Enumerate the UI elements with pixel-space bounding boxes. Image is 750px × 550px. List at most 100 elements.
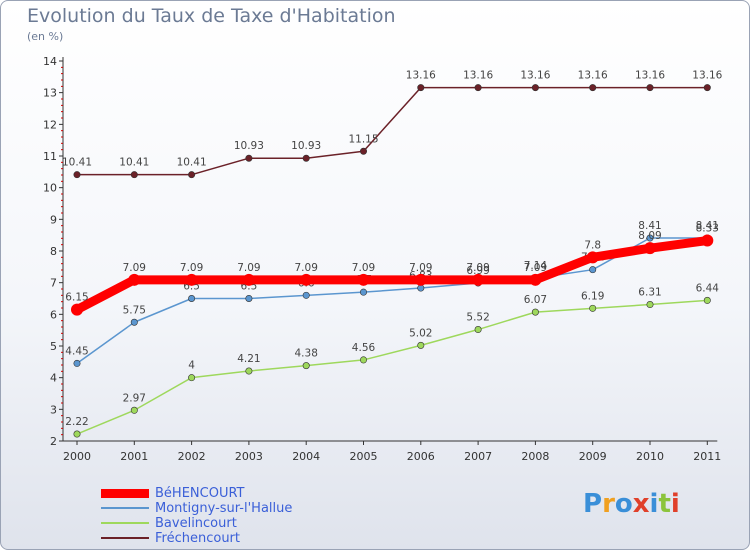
legend-swatch-behencourt bbox=[101, 489, 149, 498]
point-b-hencourt-2011 bbox=[701, 234, 714, 247]
legend-label-frechencourt: Fréchencourt bbox=[155, 531, 240, 546]
point-montigny-sur-l-hallue-2009 bbox=[589, 266, 597, 274]
data-label-fr-chencourt-2011: 13.16 bbox=[692, 70, 722, 82]
data-label-bavelincourt-2005: 4.56 bbox=[352, 342, 376, 354]
series-line-fr-chencourt bbox=[76, 86, 709, 176]
point-fr-chencourt-2007 bbox=[474, 84, 482, 92]
y-tick-label-8: 8 bbox=[50, 245, 57, 258]
data-label-b-hencourt-2003: 7.09 bbox=[237, 262, 260, 274]
legend-label-bavelincourt: Bavelincourt bbox=[155, 516, 237, 531]
y-tick-label-13: 13 bbox=[43, 87, 57, 100]
y-tick-label-10: 10 bbox=[43, 182, 57, 195]
point-montigny-sur-l-hallue-2000 bbox=[73, 359, 81, 367]
data-label-fr-chencourt-2010: 13.16 bbox=[635, 70, 665, 82]
point-b-hencourt-2005 bbox=[357, 273, 370, 286]
y-tick-label-7: 7 bbox=[50, 277, 57, 290]
data-label-fr-chencourt-2002: 10.41 bbox=[177, 157, 207, 169]
x-tick-label-2006: 2006 bbox=[407, 450, 435, 463]
x-tick-label-2002: 2002 bbox=[178, 450, 206, 463]
data-label-montigny-sur-l-hallue-2001: 5.75 bbox=[123, 304, 146, 316]
data-label-bavelincourt-2003: 4.21 bbox=[237, 353, 260, 365]
data-label-fr-chencourt-2005: 11.15 bbox=[348, 133, 378, 145]
point-bavelincourt-2011 bbox=[703, 296, 711, 304]
point-b-hencourt-2001 bbox=[128, 273, 141, 286]
data-label-fr-chencourt-2000: 10.41 bbox=[62, 157, 92, 169]
data-label-bavelincourt-2006: 5.02 bbox=[409, 327, 432, 339]
data-label-b-hencourt-2000: 6.15 bbox=[65, 292, 88, 304]
y-tick-label-12: 12 bbox=[43, 118, 57, 131]
x-tick-label-2007: 2007 bbox=[464, 450, 492, 463]
point-montigny-sur-l-hallue-2001 bbox=[130, 318, 138, 326]
data-label-b-hencourt-2009: 7.8 bbox=[584, 239, 601, 251]
data-label-fr-chencourt-2004: 10.93 bbox=[291, 140, 321, 152]
legend-item-frechencourt: Fréchencourt bbox=[101, 531, 331, 546]
data-label-bavelincourt-2000: 2.22 bbox=[65, 416, 88, 428]
data-label-fr-chencourt-2001: 10.41 bbox=[119, 157, 149, 169]
point-b-hencourt-2002 bbox=[185, 273, 198, 286]
point-montigny-sur-l-hallue-2005 bbox=[359, 288, 367, 296]
y-tick-label-9: 9 bbox=[50, 213, 57, 226]
point-bavelincourt-2006 bbox=[417, 341, 425, 349]
data-label-montigny-sur-l-hallue-2007: 6.99 bbox=[466, 265, 489, 277]
data-label-fr-chencourt-2008: 13.16 bbox=[520, 70, 550, 82]
point-bavelincourt-2008 bbox=[531, 308, 539, 316]
data-label-b-hencourt-2008: 7.09 bbox=[524, 262, 547, 274]
data-label-montigny-sur-l-hallue-2008: 7.14 bbox=[524, 260, 548, 272]
data-label-b-hencourt-2001: 7.09 bbox=[123, 262, 146, 274]
data-label-montigny-sur-l-hallue-2000: 4.45 bbox=[65, 345, 88, 357]
data-label-bavelincourt-2001: 2.97 bbox=[123, 392, 146, 404]
x-tick-label-2004: 2004 bbox=[292, 450, 320, 463]
x-tick-label-2005: 2005 bbox=[350, 450, 378, 463]
point-bavelincourt-2009 bbox=[589, 304, 597, 312]
data-label-montigny-sur-l-hallue-2011: 8.41 bbox=[696, 220, 719, 232]
point-bavelincourt-2007 bbox=[474, 326, 482, 334]
point-fr-chencourt-2001 bbox=[130, 171, 138, 179]
point-bavelincourt-2002 bbox=[188, 374, 196, 382]
data-label-fr-chencourt-2007: 13.16 bbox=[463, 70, 493, 82]
data-label-fr-chencourt-2006: 13.16 bbox=[406, 70, 436, 82]
data-label-bavelincourt-2011: 6.44 bbox=[696, 282, 720, 294]
point-b-hencourt-2003 bbox=[242, 273, 255, 286]
point-bavelincourt-2001 bbox=[130, 406, 138, 414]
legend-swatch-montigny bbox=[101, 507, 149, 509]
data-label-b-hencourt-2010: 8.09 bbox=[638, 230, 661, 242]
point-bavelincourt-2004 bbox=[302, 362, 310, 370]
data-label-b-hencourt-2002: 7.09 bbox=[180, 262, 203, 274]
series-line-b-hencourt bbox=[72, 236, 712, 315]
point-b-hencourt-2006 bbox=[414, 273, 427, 286]
x-tick-label-2008: 2008 bbox=[521, 450, 549, 463]
y-tick-label-11: 11 bbox=[43, 150, 57, 163]
data-label-b-hencourt-2005: 7.09 bbox=[352, 262, 375, 274]
legend-item-montigny: Montigny-sur-l'Hallue bbox=[101, 501, 331, 516]
legend-swatch-frechencourt bbox=[101, 537, 149, 539]
point-fr-chencourt-2006 bbox=[417, 84, 425, 92]
data-label-montigny-sur-l-hallue-2010: 8.41 bbox=[638, 220, 661, 232]
data-label-bavelincourt-2010: 6.31 bbox=[638, 287, 661, 299]
y-tick-label-14: 14 bbox=[43, 55, 57, 68]
legend-label-montigny: Montigny-sur-l'Hallue bbox=[155, 501, 293, 516]
legend: BéHENCOURT Montigny-sur-l'Hallue Bavelin… bbox=[101, 486, 331, 546]
data-label-fr-chencourt-2003: 10.93 bbox=[234, 140, 264, 152]
legend-label-behencourt: BéHENCOURT bbox=[155, 486, 245, 501]
x-tick-label-2010: 2010 bbox=[636, 450, 664, 463]
point-b-hencourt-2008 bbox=[529, 273, 542, 286]
point-fr-chencourt-2004 bbox=[302, 154, 310, 162]
point-fr-chencourt-2008 bbox=[531, 84, 539, 92]
point-bavelincourt-2003 bbox=[245, 367, 253, 375]
data-label-b-hencourt-2006: 7.09 bbox=[409, 262, 432, 274]
point-b-hencourt-2007 bbox=[472, 273, 485, 286]
point-bavelincourt-2010 bbox=[646, 301, 654, 309]
legend-item-bavelincourt: Bavelincourt bbox=[101, 516, 331, 531]
y-tick-label-4: 4 bbox=[50, 372, 57, 385]
x-tick-label-2001: 2001 bbox=[120, 450, 148, 463]
legend-item-behencourt: BéHENCOURT bbox=[101, 486, 331, 501]
point-montigny-sur-l-hallue-2004 bbox=[302, 291, 310, 299]
point-fr-chencourt-2003 bbox=[245, 154, 253, 162]
point-fr-chencourt-2010 bbox=[646, 84, 654, 92]
point-montigny-sur-l-hallue-2010 bbox=[646, 234, 654, 242]
x-tick-label-2003: 2003 bbox=[235, 450, 263, 463]
point-fr-chencourt-2011 bbox=[703, 84, 711, 92]
point-b-hencourt-2010 bbox=[644, 242, 656, 255]
y-tick-label-2: 2 bbox=[50, 435, 57, 448]
x-tick-label-2011: 2011 bbox=[693, 450, 721, 463]
